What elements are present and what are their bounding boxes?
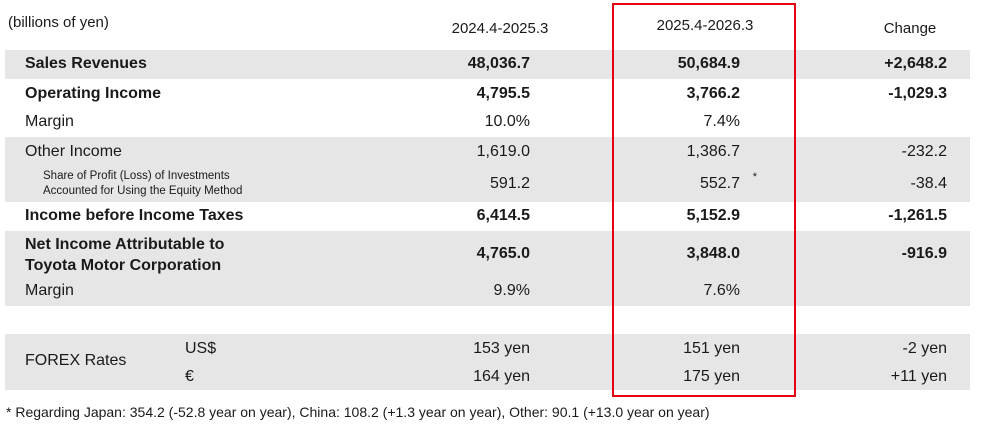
row-label: Operating Income	[25, 85, 162, 102]
value-forecast: 3,848.0	[686, 245, 740, 262]
value-forecast: 3,766.2	[686, 85, 740, 102]
value-prior: 48,036.7	[467, 55, 530, 72]
row-label: Income before Income Taxes	[25, 207, 244, 224]
value-change: +2,648.2	[884, 55, 947, 72]
unit-label: (billions of yen)	[8, 14, 109, 31]
table-row-pretax-income: Income before Income Taxes 6,414.5 5,152…	[5, 202, 970, 231]
footnote-marker: *	[752, 171, 757, 183]
value-change: -232.2	[901, 143, 947, 160]
row-label: Margin	[25, 113, 74, 130]
value-prior: 6,414.5	[476, 207, 530, 224]
usd-value-prior: 153 yen	[473, 340, 530, 357]
equity-label-line2: Accounted for Using the Equity Method	[43, 185, 243, 197]
row-label: Sales Revenues	[25, 55, 147, 72]
net-income-label-line2: Toyota Motor Corporation	[25, 257, 222, 274]
value-change: -916.9	[901, 245, 947, 262]
net-margin-label: Margin	[25, 282, 74, 299]
equity-value-prior: 591.2	[489, 175, 530, 192]
row-label: Other Income	[25, 143, 122, 160]
eur-value-forecast: 175 yen	[683, 368, 740, 385]
value-forecast: 50,684.9	[677, 55, 740, 72]
eur-value-prior: 164 yen	[473, 368, 530, 385]
currency-usd: US$	[185, 340, 217, 357]
eur-value-change: +11 yen	[890, 368, 947, 385]
row-label: FOREX Rates	[25, 352, 127, 369]
equity-value-forecast: 552.7	[699, 175, 740, 192]
usd-value-forecast: 151 yen	[683, 340, 740, 357]
value-prior: 4,795.5	[476, 85, 530, 102]
table-row-forex: FOREX Rates US$ 153 yen 151 yen -2 yen €…	[5, 334, 970, 390]
value-forecast: 1,386.7	[686, 143, 740, 160]
currency-eur: €	[185, 368, 194, 385]
net-margin-prior: 9.9%	[493, 282, 530, 299]
equity-method-label: Share of Profit (Loss) of Investments Ac…	[43, 169, 242, 199]
table-row-sales-revenues: Sales Revenues 48,036.7 50,684.9 +2,648.…	[5, 50, 970, 79]
table-row-net-income: Net Income Attributable to Toyota Motor …	[5, 231, 970, 306]
table-row-operating-margin: Margin 10.0% 7.4%	[5, 108, 970, 136]
usd-value-change: -2 yen	[902, 340, 947, 357]
value-forecast: 5,152.9	[686, 207, 740, 224]
column-header-prior-year: 2024.4-2025.3	[451, 20, 549, 37]
net-income-label-line1: Net Income Attributable to	[25, 236, 225, 253]
value-change: -1,029.3	[888, 85, 947, 102]
value-prior: 1,619.0	[476, 143, 530, 160]
value-prior: 10.0%	[484, 113, 530, 130]
column-header-forecast-year: 2025.4-2026.3	[656, 17, 754, 34]
table-row-operating-income: Operating Income 4,795.5 3,766.2 -1,029.…	[5, 80, 970, 108]
net-margin-forecast: 7.6%	[703, 282, 740, 299]
value-change: -1,261.5	[888, 207, 947, 224]
row-label: Net Income Attributable to Toyota Motor …	[25, 234, 224, 276]
value-forecast: 7.4%	[703, 113, 740, 130]
equity-label-line1: Share of Profit (Loss) of Investments	[43, 170, 230, 182]
value-prior: 4,765.0	[476, 245, 530, 262]
equity-value-change: -38.4	[910, 175, 947, 192]
footnote: * Regarding Japan: 354.2 (-52.8 year on …	[6, 404, 710, 420]
table-row-other-income: Other Income 1,619.0 1,386.7 -232.2 Shar…	[5, 137, 970, 202]
table-header: (billions of yen) 2024.4-2025.3 2025.4-2…	[0, 0, 1000, 50]
column-header-change: Change	[883, 20, 937, 37]
